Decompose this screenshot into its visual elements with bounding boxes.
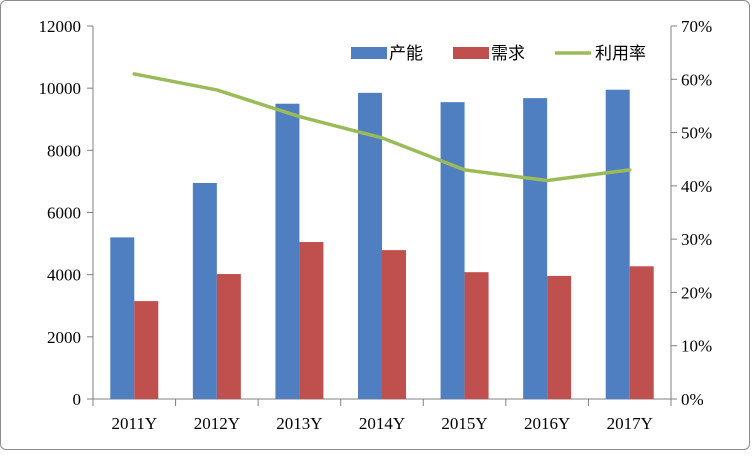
bar-demand xyxy=(216,274,241,399)
bar-demand xyxy=(134,301,159,399)
bar-capacity xyxy=(275,103,300,399)
x-tick-label: 2013Y xyxy=(276,414,322,433)
line-utilization xyxy=(132,72,632,183)
y-left-tick-label: 2000 xyxy=(47,328,81,347)
bar-demand xyxy=(299,242,324,399)
bar-capacity xyxy=(358,92,382,400)
bar-demand xyxy=(464,272,489,399)
legend: 产能 需求 利用率 xyxy=(351,44,646,64)
bar-capacity xyxy=(605,89,630,400)
utilization-line xyxy=(132,72,632,183)
y-right-tick-label: 20% xyxy=(681,283,712,302)
legend-swatch-demand xyxy=(453,47,489,59)
legend-label-demand: 需求 xyxy=(491,44,525,64)
bar-demand xyxy=(547,275,572,399)
axes: 0 2000 4000 6000 8000 10000 12000 0% 10% 20% 30% 40… xyxy=(39,17,713,433)
bar-demand xyxy=(629,266,654,399)
y-left-tick-label: 12000 xyxy=(39,17,82,36)
y-left-tick-label: 6000 xyxy=(47,204,81,223)
bar-capacity xyxy=(523,98,548,399)
y-right-tick-label: 30% xyxy=(681,230,712,249)
x-tick-label: 2012Y xyxy=(194,414,240,433)
y-right-tick-label: 60% xyxy=(681,70,712,89)
y-left-tick-label: 8000 xyxy=(47,141,81,160)
legend-swatch-capacity xyxy=(351,47,387,59)
x-tick-label: 2015Y xyxy=(441,414,487,433)
bars xyxy=(110,89,654,400)
y-right-tick-label: 70% xyxy=(681,17,712,36)
legend-label-capacity: 产能 xyxy=(389,44,423,64)
y-right-tick-label: 40% xyxy=(681,177,712,196)
y-right-tick-label: 50% xyxy=(681,124,712,143)
bar-capacity xyxy=(110,237,135,399)
y-right-tick-label: 10% xyxy=(681,337,712,356)
legend-label-utilization: 利用率 xyxy=(595,44,646,64)
bar-demand xyxy=(382,250,406,399)
y-left-tick-label: 0 xyxy=(73,390,82,409)
bar-capacity xyxy=(192,182,217,399)
x-tick-label: 2016Y xyxy=(524,414,570,433)
bar-capacity xyxy=(440,102,465,399)
y-left-tick-label: 4000 xyxy=(47,266,81,285)
x-tick-label: 2017Y xyxy=(607,414,653,433)
x-tick-label: 2014Y xyxy=(359,414,405,433)
y-left-tick-label: 10000 xyxy=(39,79,82,98)
y-right-tick-label: 0% xyxy=(681,390,704,409)
x-tick-label: 2011Y xyxy=(111,414,157,433)
